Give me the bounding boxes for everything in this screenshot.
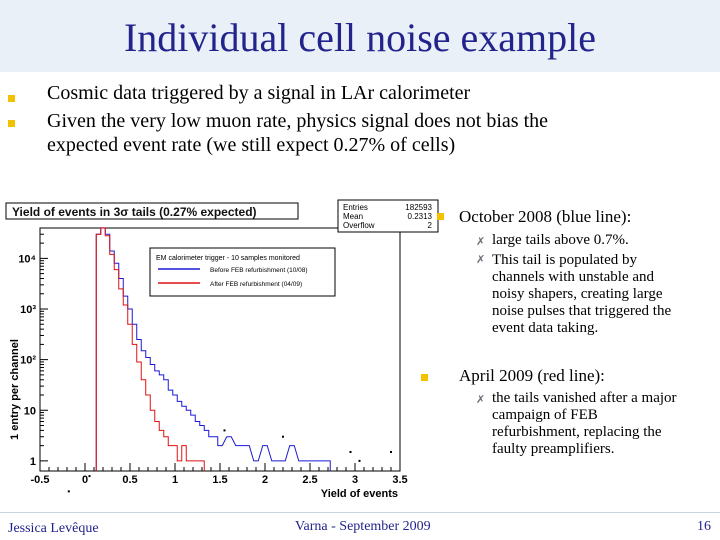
data-point [390,450,392,453]
stats-value: 0.2313 [408,212,433,221]
plot-text: Yield of events in 3σ tails (0.27% expec… [9,203,433,500]
stats-value: 182593 [405,203,432,212]
x-tick-label: 3.5 [392,474,407,486]
bullet-1: Cosmic data triggered by a signal in LAr… [47,82,471,104]
series-line-after [95,227,205,471]
october-sub-2-line-3: noisy shapers, creating large [492,286,663,302]
cross-bullet-icon: ✗ [476,393,486,406]
title-band [0,0,720,72]
y-tick-label: 10³ [20,304,36,316]
legend-entry: Before FEB refurbishment (10/08) [210,267,308,274]
data-point [282,435,284,438]
data-point [88,475,91,478]
slide-title: Individual cell noise example [123,15,597,60]
bullet-marker [421,374,428,381]
x-tick-label: -0.5 [31,474,50,486]
footer-event: Varna - September 2009 [295,519,431,534]
x-tick-label: 3 [352,474,358,486]
april-sub-line-2: campaign of FEB [492,407,598,423]
october-sub-2-line-4: noise pulses that triggered the [492,303,672,319]
x-tick-label: 0.5 [122,474,137,486]
bullet-marker [437,213,444,220]
histogram-chart: Yield of events in 3σ tails (0.27% expec… [5,199,439,500]
data-point [358,459,361,462]
footer-author: Jessica Levêque [8,521,99,536]
october-sub-1: large tails above 0.7%. [492,232,629,248]
x-tick-label: 1 [172,474,178,486]
data-point [223,429,226,432]
stats-value: 2 [428,221,433,230]
stats-label: Overflow [343,221,375,230]
y-tick-label: 10⁴ [18,253,36,265]
data-point [67,490,70,493]
y-tick-label: 10 [24,405,36,417]
october-sub-2-line-1: This tail is populated by [492,252,637,268]
legend-entry: After FEB refurbishment (04/09) [210,281,302,288]
october-sub-2-line-5: event data taking. [492,320,599,336]
y-tick-label: 10² [20,355,36,367]
october-sub-2-line-2: channels with unstable and [492,269,655,285]
legend-header: EM calorimeter trigger - 10 samples moni… [156,255,300,262]
stats-label: Entries [343,203,368,212]
bullet-2-line-1: Given the very low muon rate, physics si… [47,110,549,132]
chart-title: Yield of events in 3σ tails (0.27% expec… [12,205,257,219]
april-title: April 2009 (red line): [459,366,605,385]
chart-title-box [5,202,299,220]
x-axis-label: Yield of events [321,488,398,500]
cross-bullet-icon: ✗ [476,235,486,248]
y-axis-label: 1 entry per channel [9,339,21,440]
x-tick-label: 1.5 [212,474,227,486]
legend-box [149,247,336,297]
data-point [349,450,352,453]
bullet-marker [8,120,15,127]
x-tick-label: 2 [262,474,268,486]
bullet-marker [8,95,15,102]
bullet-2-line-2: expected event rate (we still expect 0.2… [47,134,456,156]
april-sub-line-3: refurbishment, replacing the [492,424,662,440]
plot-frame [5,199,439,472]
october-title: October 2008 (blue line): [459,207,632,226]
footer-rule [0,512,720,513]
footer-page-number: 16 [697,519,711,534]
april-sub-line-1: the tails vanished after a major [492,390,677,406]
x-tick-label: 0 [82,474,88,486]
cross-bullet-icon: ✗ [476,253,486,266]
april-sub-line-4: faulty preamplifiers. [492,441,615,457]
x-tick-label: 2.5 [302,474,317,486]
y-tick-label: 1 [30,456,36,468]
stats-label: Mean [343,212,363,221]
series-line-before [95,227,331,471]
plot-marks [67,227,392,493]
